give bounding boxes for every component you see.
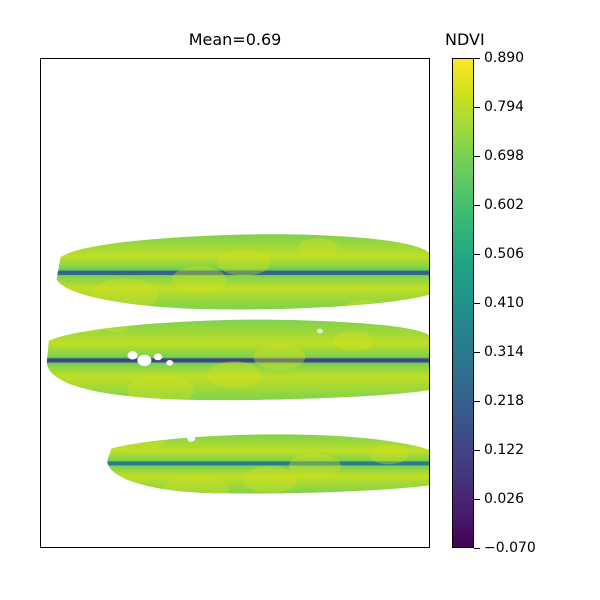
colorbar — [452, 58, 474, 548]
tick-mark — [474, 254, 480, 255]
tick-label: 0.698 — [484, 148, 524, 164]
leaf-region — [41, 431, 430, 508]
colorbar-ticks: 0.8900.7940.6980.6020.5060.4100.3140.218… — [478, 58, 578, 548]
tick-mark — [474, 499, 480, 500]
heatmap-plot-area — [40, 58, 430, 548]
tick-label: 0.314 — [484, 344, 524, 360]
tick-label: 0.602 — [484, 197, 524, 213]
tick-mark — [474, 58, 480, 59]
tick-label: 0.890 — [484, 50, 524, 66]
tick-label: 0.026 — [484, 491, 524, 507]
tick-mark — [474, 107, 480, 108]
tick-label: 0.410 — [484, 295, 524, 311]
tick-label: 0.122 — [484, 442, 524, 458]
tick-label: 0.794 — [484, 99, 524, 115]
heatmap-svg — [41, 59, 430, 548]
leaf-region — [41, 226, 430, 319]
tick-label: −0.070 — [484, 540, 536, 556]
plot-title: Mean=0.69 — [40, 30, 430, 49]
figure-container: Mean=0.69 NDVI 0.890 0.794 0.698 0.602 0.506… — [40, 30, 580, 570]
tick-label: 0.218 — [484, 393, 524, 409]
tick-mark — [474, 401, 480, 402]
tick-mark — [474, 450, 480, 451]
tick-mark — [474, 352, 480, 353]
leaf-region — [41, 314, 430, 407]
tick-mark — [474, 548, 480, 549]
tick-mark — [474, 156, 480, 157]
colorbar-title: NDVI — [445, 30, 535, 49]
tick-mark — [474, 205, 480, 206]
tick-mark — [474, 303, 480, 304]
tick-label: 0.506 — [484, 246, 524, 262]
